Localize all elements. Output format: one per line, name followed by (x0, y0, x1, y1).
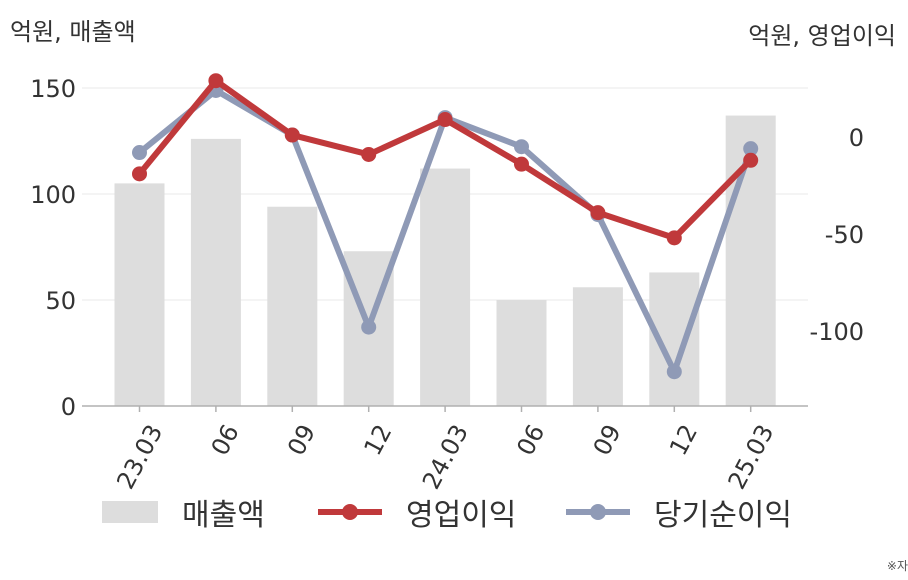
legend-swatch-operating-profit (318, 504, 382, 520)
x-axis-tick-label: 25.03 (723, 420, 780, 490)
legend-swatch-revenue (102, 501, 158, 523)
left-axis-tick-label: 50 (45, 287, 76, 315)
legend-item-net-income: 당기순이익 (566, 492, 792, 533)
x-axis-tick-label: 06 (511, 420, 550, 460)
net-income-point (743, 141, 759, 157)
net-income-point (514, 139, 529, 155)
revenue-bar (572, 287, 623, 406)
operating-profit-point (284, 127, 300, 143)
left-axis-tick-label: 0 (61, 393, 76, 421)
profit-lines (132, 73, 759, 380)
right-axis-tick-label: 0 (849, 124, 864, 152)
revenue-bar (190, 138, 241, 406)
revenue-bar (267, 206, 318, 406)
revenue-bar (114, 183, 165, 406)
legend-item-operating-profit: 영업이익 (318, 492, 517, 533)
right-axis-tick-label: -100 (810, 318, 864, 346)
left-axis-unit-label: 억원, 매출액 (10, 18, 136, 46)
right-axis-unit-label: 억원, 영업이익 (748, 22, 896, 50)
net-income-point (361, 319, 377, 335)
operating-profit-point (743, 152, 759, 168)
operating-profit-point (132, 166, 147, 182)
x-axis-tick-label: 12 (358, 420, 397, 460)
legend-label-operating-profit: 영업이익 (406, 498, 517, 533)
operating-profit-point (437, 112, 453, 128)
x-axis-tick-label: 23.03 (111, 420, 168, 490)
right-axis-tick-label: -50 (825, 221, 864, 249)
revenue-bars (114, 115, 776, 406)
x-axis-tick-label: 06 (206, 420, 245, 460)
x-axis-tick-label: 09 (588, 420, 627, 460)
x-axis-tick-label: 09 (282, 420, 321, 460)
legend-label-revenue: 매출액 (182, 498, 265, 533)
source-note: ※자 (886, 559, 908, 573)
operating-profit-point (514, 156, 529, 172)
operating-profit-point (590, 205, 606, 221)
revenue-bar (496, 300, 547, 406)
plot-area: 0 50 100 150 0 -50 -100 23.03 06 09 12 24.03 06 09 12 2… (30, 73, 864, 490)
x-axis-tick-label: 12 (664, 420, 703, 460)
net-income-point (666, 364, 682, 380)
operating-profit-point (666, 230, 682, 246)
operating-profit-point (208, 73, 224, 89)
legend-swatch-net-income (566, 504, 630, 520)
x-axis-tick-label: 24.03 (417, 420, 474, 490)
revenue-bar (420, 168, 471, 406)
legend-label-net-income: 당기순이익 (654, 498, 792, 533)
legend-item-revenue: 매출액 (102, 492, 265, 533)
left-axis-tick-label: 150 (30, 75, 76, 103)
operating-profit-point (361, 146, 377, 162)
net-income-point (132, 145, 147, 161)
left-axis-tick-label: 100 (30, 181, 76, 209)
